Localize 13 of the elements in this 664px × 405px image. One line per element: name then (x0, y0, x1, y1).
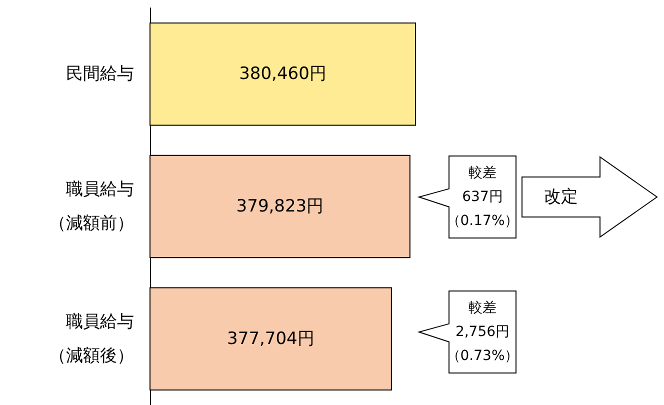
data-label: 379,823円 (236, 196, 324, 216)
text: 較差 (468, 165, 496, 181)
text: 637円 (462, 189, 503, 205)
y-tick-label: 職員給与（減額後） (49, 312, 134, 366)
text: 2,756円 (455, 324, 510, 340)
data-label: 377,704円 (227, 328, 314, 349)
text: （0.73%） (446, 348, 519, 364)
data-label: 380,460円 (239, 64, 326, 84)
text: 較差 (468, 300, 496, 316)
text: 改定 (544, 187, 578, 207)
y-tick-label: 職員給与（減額前） (49, 180, 134, 234)
text: （0.17%） (446, 213, 519, 229)
y-tick-label: 民間給与 (66, 64, 134, 84)
